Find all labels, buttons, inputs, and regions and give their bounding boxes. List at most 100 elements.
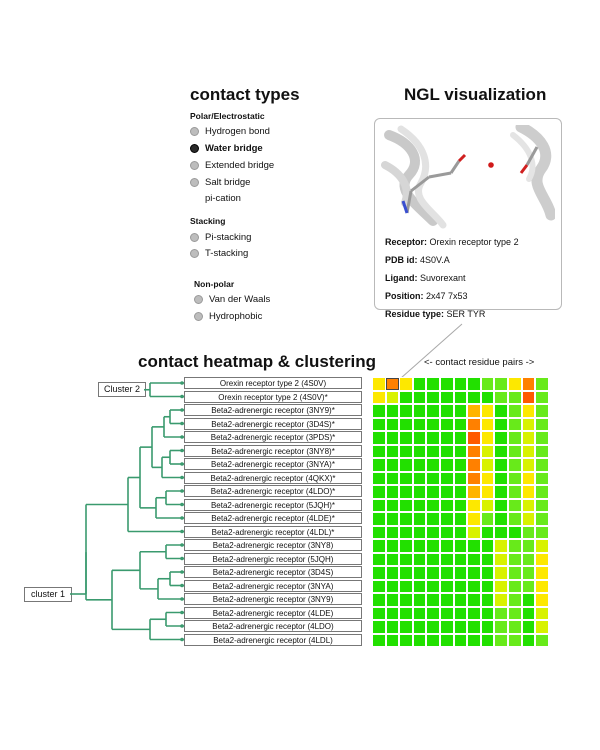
heatmap-cell[interactable] [521, 458, 536, 472]
heatmap-cell[interactable] [399, 539, 413, 553]
heatmap-cell[interactable] [385, 620, 400, 634]
heatmap-cell[interactable] [412, 620, 427, 634]
heatmap-cell[interactable] [453, 566, 468, 580]
row-label[interactable]: Beta2-adrenergic receptor (4LDL) [184, 633, 362, 646]
heatmap-cell[interactable] [453, 539, 468, 553]
radio-salt-bridge[interactable] [190, 178, 199, 187]
radio-hydrogen-bond[interactable] [190, 127, 199, 136]
heatmap-cell[interactable] [385, 485, 400, 499]
heatmap-cell[interactable] [508, 485, 522, 499]
heatmap-cell[interactable] [467, 579, 481, 593]
heatmap-cell[interactable] [480, 512, 495, 526]
heatmap-cell[interactable] [467, 566, 481, 580]
row-label[interactable]: Beta2-adrenergic receptor (3NYA)* [184, 458, 362, 470]
radio-t-stacking[interactable] [190, 249, 199, 258]
heatmap-cell[interactable] [412, 377, 427, 391]
heatmap-cell[interactable] [385, 417, 400, 431]
heatmap-cell[interactable] [372, 552, 386, 566]
heatmap-cell[interactable] [385, 566, 400, 580]
heatmap-cell[interactable] [372, 390, 386, 404]
heatmap-cell[interactable] [535, 431, 549, 445]
heatmap-cell[interactable] [480, 633, 495, 647]
heatmap-cell[interactable] [521, 444, 536, 458]
heatmap-cell[interactable] [426, 525, 440, 539]
heatmap-cell[interactable] [385, 404, 400, 418]
heatmap-cell[interactable] [453, 633, 468, 647]
row-label[interactable]: Beta2-adrenergic receptor (3PDS)* [184, 431, 362, 443]
heatmap-cell[interactable] [453, 620, 468, 634]
heatmap-cell[interactable] [453, 458, 468, 472]
heatmap-cell[interactable] [426, 566, 440, 580]
heatmap-cell[interactable] [372, 498, 386, 512]
heatmap-cell[interactable] [467, 485, 481, 499]
heatmap-cell[interactable] [508, 377, 522, 391]
row-label[interactable]: Beta2-adrenergic receptor (4LDL)* [184, 525, 362, 538]
heatmap-cell[interactable] [494, 458, 508, 472]
radio-extended-bridge[interactable] [190, 161, 199, 170]
heatmap-cell[interactable] [399, 404, 413, 418]
row-label[interactable]: Beta2-adrenergic receptor (4LDO)* [184, 485, 362, 497]
heatmap-cell[interactable] [412, 404, 427, 418]
heatmap-cell[interactable] [494, 525, 508, 539]
row-label[interactable]: Beta2-adrenergic receptor (4LDE) [184, 606, 362, 619]
heatmap-cell[interactable] [467, 633, 481, 647]
heatmap-cell[interactable] [372, 525, 386, 539]
heatmap-cell[interactable] [440, 566, 454, 580]
row-label[interactable]: Beta2-adrenergic receptor (5JQH) [184, 552, 362, 565]
heatmap-cell[interactable] [440, 471, 454, 485]
heatmap-cell[interactable] [440, 512, 454, 526]
heatmap-cell[interactable] [426, 606, 440, 620]
heatmap-cell[interactable] [399, 485, 413, 499]
heatmap-cell[interactable] [535, 417, 549, 431]
option-salt-bridge[interactable]: Salt bridge [190, 177, 250, 188]
heatmap-cell[interactable] [467, 390, 481, 404]
heatmap-cell[interactable] [372, 458, 386, 472]
heatmap-cell[interactable] [521, 593, 536, 607]
row-label[interactable]: Beta2-adrenergic receptor (3NY8)* [184, 444, 362, 457]
heatmap-cell[interactable] [385, 579, 400, 593]
heatmap-cell[interactable] [412, 606, 427, 620]
heatmap-cell[interactable] [412, 431, 427, 445]
heatmap-cell[interactable] [453, 552, 468, 566]
heatmap-cell[interactable] [399, 633, 413, 647]
option-pi-stacking[interactable]: Pi-stacking [190, 232, 251, 243]
heatmap-cell[interactable] [480, 404, 495, 418]
heatmap-cell[interactable] [480, 566, 495, 580]
heatmap-cell[interactable] [494, 512, 508, 526]
heatmap-cell[interactable] [453, 525, 468, 539]
heatmap-cell[interactable] [535, 390, 549, 404]
heatmap-cell[interactable] [440, 606, 454, 620]
heatmap-cell[interactable] [535, 498, 549, 512]
heatmap-cell[interactable] [399, 417, 413, 431]
heatmap-cell[interactable] [426, 404, 440, 418]
heatmap-cell[interactable] [372, 485, 386, 499]
heatmap-cell[interactable] [440, 444, 454, 458]
heatmap-cell[interactable] [535, 471, 549, 485]
radio-pi-stacking[interactable] [190, 233, 199, 242]
heatmap-cell[interactable] [480, 579, 495, 593]
heatmap-cell[interactable] [508, 417, 522, 431]
heatmap-cell[interactable] [535, 485, 549, 499]
heatmap-cell[interactable] [440, 417, 454, 431]
heatmap-cell[interactable] [480, 458, 495, 472]
heatmap-cell[interactable] [399, 512, 413, 526]
heatmap-cell[interactable] [480, 525, 495, 539]
heatmap-cell[interactable] [467, 417, 481, 431]
heatmap-cell[interactable] [521, 498, 536, 512]
heatmap-cell[interactable] [412, 417, 427, 431]
heatmap-cell[interactable] [467, 431, 481, 445]
heatmap-cell[interactable] [535, 566, 549, 580]
heatmap-cell[interactable] [399, 471, 413, 485]
heatmap-cell[interactable] [372, 566, 386, 580]
heatmap-cell[interactable] [372, 471, 386, 485]
heatmap-cell[interactable] [508, 525, 522, 539]
heatmap-cell[interactable] [467, 606, 481, 620]
heatmap-cell[interactable] [412, 471, 427, 485]
heatmap-cell[interactable] [521, 606, 536, 620]
heatmap-cell[interactable] [508, 512, 522, 526]
heatmap-cell[interactable] [508, 566, 522, 580]
radio-van-der-waals[interactable] [194, 295, 203, 304]
heatmap-cell[interactable] [412, 498, 427, 512]
heatmap-cell[interactable] [426, 417, 440, 431]
heatmap-cell[interactable] [494, 417, 508, 431]
